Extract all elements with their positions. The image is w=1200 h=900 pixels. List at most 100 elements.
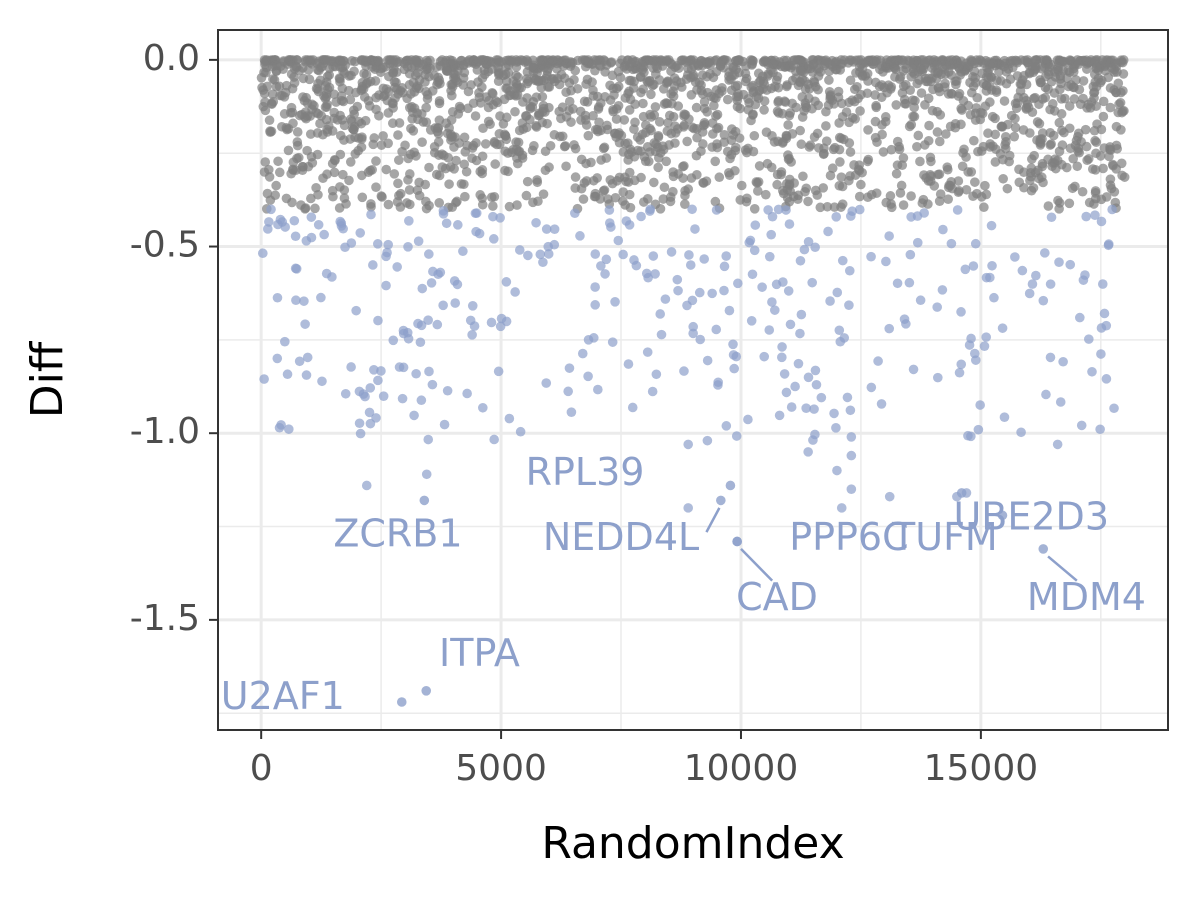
data-point <box>715 60 726 71</box>
data-point-highlighted <box>796 309 807 320</box>
data-point <box>904 121 915 132</box>
data-point <box>977 68 987 79</box>
data-point <box>540 165 551 176</box>
data-point <box>872 137 882 147</box>
data-point-highlighted <box>618 249 628 260</box>
data-point <box>348 105 359 116</box>
data-point-highlighted <box>306 212 317 222</box>
labeled-point-u2af1 <box>396 697 407 707</box>
data-point <box>335 130 346 141</box>
data-point <box>997 121 1008 132</box>
data-point-highlighted <box>795 328 805 339</box>
labeled-point-zcrb1 <box>419 495 430 506</box>
data-point <box>475 190 486 200</box>
data-point <box>356 118 367 129</box>
data-point <box>638 98 648 109</box>
data-point <box>898 153 909 163</box>
data-point <box>556 69 567 80</box>
data-point <box>538 189 549 199</box>
data-point <box>353 133 364 143</box>
data-point-highlighted <box>687 204 697 215</box>
data-point-highlighted <box>809 404 819 414</box>
data-point-highlighted <box>987 260 997 271</box>
data-point <box>925 176 936 186</box>
data-point <box>1034 173 1044 184</box>
data-point <box>663 117 673 128</box>
data-point <box>594 117 604 128</box>
data-point-highlighted <box>272 292 283 303</box>
data-point <box>292 153 302 164</box>
data-point-highlighted <box>989 292 999 303</box>
data-point <box>798 61 809 71</box>
data-point <box>291 165 301 175</box>
data-point <box>933 83 944 93</box>
data-point-highlighted <box>426 278 437 288</box>
data-point <box>1052 155 1063 166</box>
data-point-highlighted <box>535 249 546 260</box>
labeled-point-mdm4 <box>1038 544 1049 554</box>
data-point <box>857 167 867 178</box>
data-point <box>908 95 918 105</box>
data-point <box>383 199 394 210</box>
data-point <box>568 104 578 114</box>
data-point-highlighted <box>301 370 312 380</box>
data-point-highlighted <box>462 388 472 399</box>
data-point <box>406 123 416 134</box>
data-point <box>810 185 821 196</box>
data-point-highlighted <box>514 245 525 255</box>
data-point <box>297 63 308 73</box>
data-point <box>985 139 995 149</box>
data-point <box>837 199 848 209</box>
data-point <box>521 190 532 201</box>
data-point-highlighted <box>478 402 488 413</box>
data-point <box>680 199 690 209</box>
data-point <box>327 158 338 169</box>
data-point <box>350 149 361 159</box>
data-point <box>322 88 332 99</box>
data-point-highlighted <box>981 332 992 342</box>
data-point <box>306 193 316 204</box>
data-point <box>350 56 360 67</box>
data-point <box>292 127 303 137</box>
data-point <box>990 129 1001 140</box>
data-point-highlighted <box>785 319 796 330</box>
data-point <box>1112 143 1122 154</box>
data-point-highlighted <box>453 220 463 230</box>
data-point <box>588 85 598 96</box>
data-point <box>649 177 659 188</box>
data-point <box>406 89 416 99</box>
data-point <box>813 143 824 153</box>
data-point <box>966 167 977 177</box>
data-point <box>472 65 483 75</box>
data-point-highlighted <box>688 328 698 339</box>
data-point-highlighted <box>382 247 392 258</box>
data-point <box>566 85 576 96</box>
data-point <box>747 60 757 70</box>
data-point <box>941 129 951 139</box>
data-point <box>1003 64 1014 74</box>
data-point <box>548 55 559 65</box>
y-tick-label: -0.5 <box>130 225 200 266</box>
data-point <box>821 136 832 146</box>
labeled-point-ube2d3 <box>997 510 1008 521</box>
data-point <box>743 94 753 104</box>
data-point <box>986 85 997 95</box>
data-point-highlighted <box>383 239 393 250</box>
data-point <box>329 89 339 100</box>
data-point <box>389 169 400 179</box>
data-point <box>934 196 945 207</box>
data-point <box>1067 183 1078 194</box>
data-point-highlighted <box>369 365 379 375</box>
data-point <box>778 188 789 199</box>
data-point-highlighted <box>541 224 552 234</box>
data-point <box>995 76 1006 86</box>
data-point-highlighted <box>427 379 438 390</box>
data-point <box>905 85 915 95</box>
data-point <box>459 132 470 143</box>
data-point <box>1090 135 1100 146</box>
data-point <box>445 129 456 140</box>
data-point <box>408 77 419 88</box>
data-point <box>850 114 861 124</box>
data-point-highlighted <box>784 219 795 229</box>
data-point-highlighted <box>832 465 842 476</box>
